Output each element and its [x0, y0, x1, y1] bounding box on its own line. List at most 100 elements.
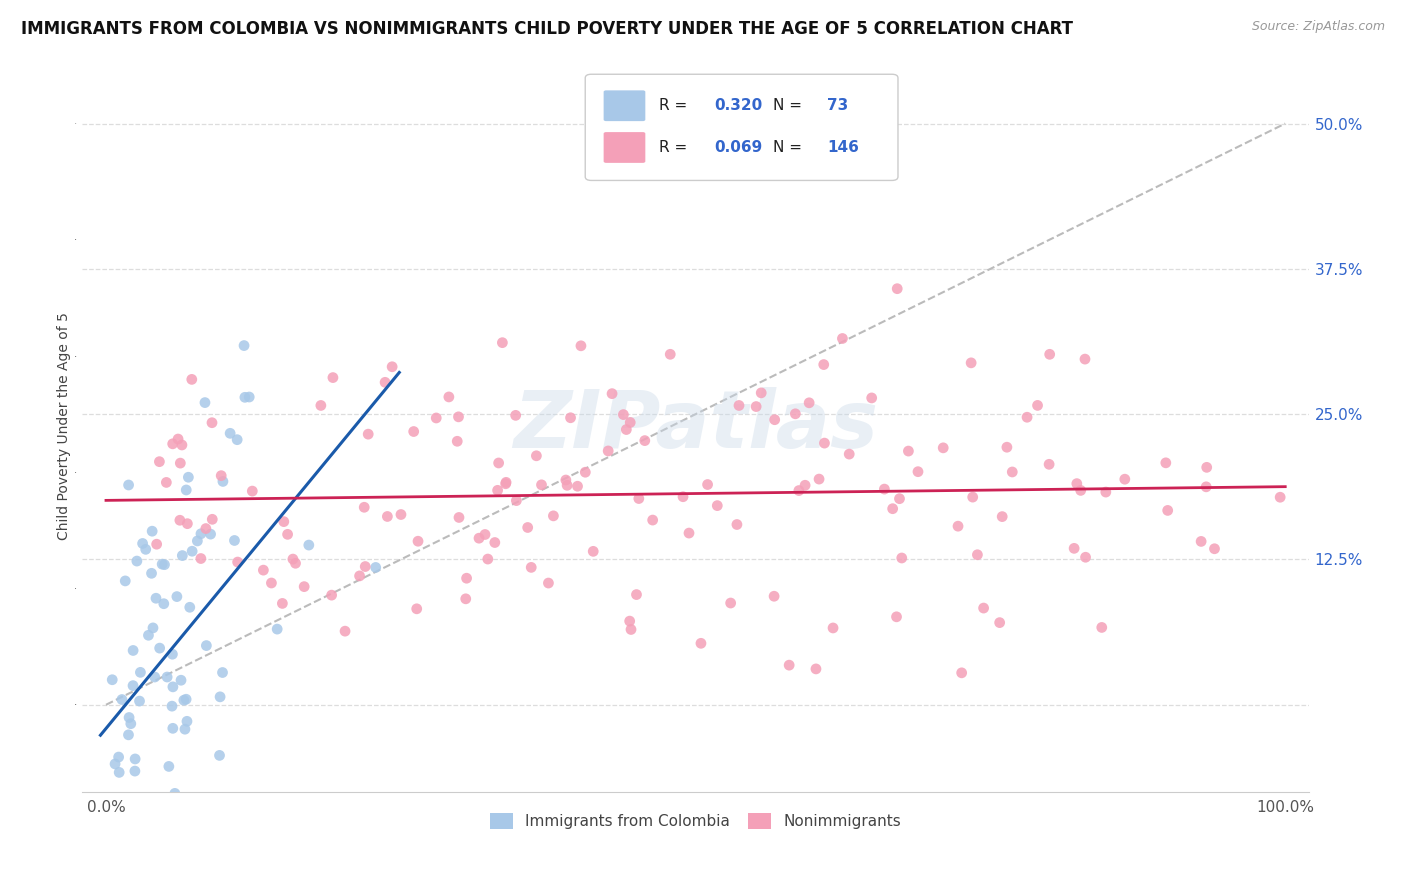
Point [309, 399, 332, 413]
Point [1157, 503, 1180, 517]
Point [162, 680, 184, 694]
Point [141, 524, 163, 539]
Point [468, 531, 491, 545]
Point [111, 692, 134, 706]
Text: R =: R = [659, 140, 692, 155]
Point [1070, 483, 1092, 498]
Point [145, 591, 167, 606]
Point [785, 407, 807, 421]
Point [619, 614, 641, 628]
Point [725, 517, 748, 532]
Point [127, 822, 149, 837]
Point [950, 665, 973, 680]
Point [150, 557, 173, 571]
Point [612, 408, 634, 422]
Point [101, 673, 124, 687]
Point [495, 476, 517, 491]
Point [477, 552, 499, 566]
Point [763, 589, 786, 603]
Point [181, 544, 204, 558]
Point [211, 665, 233, 680]
Point [180, 372, 202, 386]
Point [991, 509, 1014, 524]
Point [321, 588, 343, 602]
Point [1038, 458, 1060, 472]
Point [505, 493, 527, 508]
Point [163, 786, 186, 800]
Point [973, 601, 995, 615]
Point [374, 376, 396, 390]
Point [152, 597, 174, 611]
Point [813, 358, 835, 372]
Point [219, 426, 242, 441]
Point [995, 440, 1018, 454]
Point [157, 759, 180, 773]
Point [889, 491, 911, 506]
Point [437, 390, 460, 404]
Point [224, 533, 246, 548]
Point [1195, 460, 1218, 475]
Point [174, 722, 197, 736]
Point [873, 482, 896, 496]
Point [1074, 550, 1097, 565]
Point [821, 621, 844, 635]
Point [389, 508, 412, 522]
Point [659, 347, 682, 361]
Point [169, 513, 191, 527]
Point [266, 622, 288, 636]
Point [190, 551, 212, 566]
Point [153, 558, 176, 572]
Point [706, 499, 728, 513]
Point [252, 563, 274, 577]
Point [169, 456, 191, 470]
Point [354, 559, 377, 574]
Point [1063, 541, 1085, 556]
Point [1189, 534, 1212, 549]
Point [763, 413, 786, 427]
Point [474, 527, 496, 541]
Point [322, 370, 344, 384]
Point [141, 889, 163, 892]
Point [960, 356, 983, 370]
Point [831, 331, 853, 345]
Point [520, 560, 543, 574]
Point [543, 508, 565, 523]
Point [209, 690, 232, 704]
Point [1026, 398, 1049, 412]
Point [598, 444, 620, 458]
Point [966, 548, 988, 562]
Point [569, 339, 592, 353]
FancyBboxPatch shape [585, 74, 898, 180]
Point [1039, 347, 1062, 361]
Point [537, 576, 560, 591]
Point [582, 544, 605, 558]
Point [749, 385, 772, 400]
Point [238, 390, 260, 404]
Point [129, 665, 152, 680]
FancyBboxPatch shape [603, 90, 645, 121]
Point [446, 434, 468, 449]
Point [882, 501, 904, 516]
Point [148, 455, 170, 469]
Point [555, 478, 578, 492]
Point [794, 478, 817, 492]
Point [226, 555, 249, 569]
Point [1074, 352, 1097, 367]
Text: ZIPatlas: ZIPatlas [513, 387, 879, 465]
Point [107, 750, 129, 764]
Point [174, 483, 197, 497]
Point [120, 716, 142, 731]
Point [208, 748, 231, 763]
Point [212, 475, 235, 489]
Point [167, 432, 190, 446]
Point [797, 396, 820, 410]
Point [155, 475, 177, 490]
Point [932, 441, 955, 455]
Point [174, 692, 197, 706]
Point [574, 465, 596, 479]
Point [179, 600, 201, 615]
Point [281, 552, 304, 566]
Point [505, 409, 527, 423]
Point [886, 609, 908, 624]
Point [447, 409, 470, 424]
